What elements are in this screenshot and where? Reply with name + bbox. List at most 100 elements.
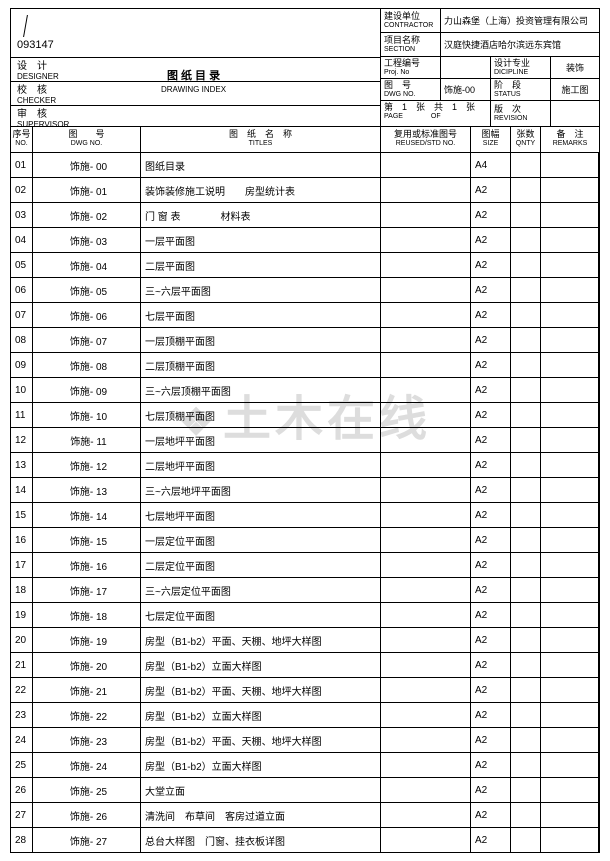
cell-remarks bbox=[541, 553, 599, 578]
cell-dwg: 饰施- 25 bbox=[33, 778, 141, 803]
cell-no: 21 bbox=[11, 653, 33, 678]
cell-dwg: 饰施- 24 bbox=[33, 753, 141, 778]
cell-dwg: 饰施- 22 bbox=[33, 703, 141, 728]
column-header-row: 序号NO. 图 号DWG NO. 图 纸 名 称TITLES 复用或标准图号RE… bbox=[11, 127, 599, 153]
cell-no: 12 bbox=[11, 428, 33, 453]
section-label: 项目名称SECTION bbox=[381, 33, 441, 57]
cell-title: 总台大样图 门窗、挂衣板详图 bbox=[141, 828, 381, 853]
cell-remarks bbox=[541, 828, 599, 853]
cell-title: 七层定位平面图 bbox=[141, 603, 381, 628]
cell-no: 22 bbox=[11, 678, 33, 703]
table-row: 03饰施- 02门 窗 表 材料表A2 bbox=[11, 203, 599, 228]
cell-title: 房型（B1-b2）立面大样图 bbox=[141, 653, 381, 678]
cell-no: 03 bbox=[11, 203, 33, 228]
cell-dwg: 饰施- 08 bbox=[33, 353, 141, 378]
cell-remarks bbox=[541, 478, 599, 503]
cell-title: 二层地坪平面图 bbox=[141, 453, 381, 478]
cell-dwg: 饰施- 13 bbox=[33, 478, 141, 503]
cell-dwg: 饰施- 17 bbox=[33, 578, 141, 603]
cell-title: 房型（B1-b2）平面、天棚、地坪大样图 bbox=[141, 678, 381, 703]
designer-label: 设 计 DESIGNER bbox=[11, 57, 131, 81]
cell-size: A2 bbox=[471, 753, 511, 778]
doc-number: 093147 bbox=[17, 39, 54, 51]
cell-remarks bbox=[541, 528, 599, 553]
cell-dwg: 饰施- 02 bbox=[33, 203, 141, 228]
table-row: 28饰施- 27总台大样图 门窗、挂衣板详图A2 bbox=[11, 828, 599, 853]
cell-title: 门 窗 表 材料表 bbox=[141, 203, 381, 228]
cell-qty bbox=[511, 403, 541, 428]
cell-no: 09 bbox=[11, 353, 33, 378]
cell-std bbox=[381, 403, 471, 428]
cell-qty bbox=[511, 778, 541, 803]
cell-title: 一层平面图 bbox=[141, 228, 381, 253]
cell-remarks bbox=[541, 603, 599, 628]
cell-std bbox=[381, 303, 471, 328]
table-row: 19饰施- 18七层定位平面图A2 bbox=[11, 603, 599, 628]
cell-remarks bbox=[541, 228, 599, 253]
cell-remarks bbox=[541, 578, 599, 603]
cell-size: A2 bbox=[471, 228, 511, 253]
cell-size: A2 bbox=[471, 603, 511, 628]
table-row: 08饰施- 07一层顶棚平面图A2 bbox=[11, 328, 599, 353]
cell-size: A2 bbox=[471, 628, 511, 653]
cell-size: A2 bbox=[471, 728, 511, 753]
page-label: 第 1 张 共 1 张PAGE OF bbox=[381, 101, 491, 127]
cell-no: 11 bbox=[11, 403, 33, 428]
cell-title: 房型（B1-b2）立面大样图 bbox=[141, 703, 381, 728]
cell-qty bbox=[511, 803, 541, 828]
col-remarks: 备 注REMARKS bbox=[541, 127, 599, 153]
col-size: 图幅SIZE bbox=[471, 127, 511, 153]
cell-title: 大堂立面 bbox=[141, 778, 381, 803]
cell-remarks bbox=[541, 653, 599, 678]
cell-no: 16 bbox=[11, 528, 33, 553]
cell-qty bbox=[511, 703, 541, 728]
table-row: 10饰施- 09三~六层顶棚平面图A2 bbox=[11, 378, 599, 403]
cell-title: 七层平面图 bbox=[141, 303, 381, 328]
cell-dwg: 饰施- 18 bbox=[33, 603, 141, 628]
table-row: 21饰施- 20房型（B1-b2）立面大样图 A2 bbox=[11, 653, 599, 678]
cell-qty bbox=[511, 253, 541, 278]
projno-value bbox=[441, 57, 491, 79]
cell-size: A2 bbox=[471, 353, 511, 378]
cell-remarks bbox=[541, 278, 599, 303]
cell-std bbox=[381, 453, 471, 478]
cell-no: 14 bbox=[11, 478, 33, 503]
cell-size: A2 bbox=[471, 803, 511, 828]
cell-std bbox=[381, 253, 471, 278]
cell-size: A2 bbox=[471, 403, 511, 428]
cell-std bbox=[381, 503, 471, 528]
cell-no: 07 bbox=[11, 303, 33, 328]
cell-size: A2 bbox=[471, 578, 511, 603]
cell-remarks bbox=[541, 703, 599, 728]
cell-title: 七层地坪平面图 bbox=[141, 503, 381, 528]
cell-size: A2 bbox=[471, 428, 511, 453]
cell-remarks bbox=[541, 203, 599, 228]
cell-std bbox=[381, 803, 471, 828]
cell-dwg: 饰施- 00 bbox=[33, 153, 141, 178]
cell-no: 06 bbox=[11, 278, 33, 303]
table-row: 27饰施- 26清洗间 布草间 客房过道立面A2 bbox=[11, 803, 599, 828]
cell-size: A2 bbox=[471, 778, 511, 803]
cell-remarks bbox=[541, 403, 599, 428]
cell-remarks bbox=[541, 303, 599, 328]
cell-size: A2 bbox=[471, 178, 511, 203]
cell-no: 23 bbox=[11, 703, 33, 728]
cell-title: 三~六层平面图 bbox=[141, 278, 381, 303]
revision-label: 版 次REVISION bbox=[491, 101, 551, 127]
cell-no: 27 bbox=[11, 803, 33, 828]
cell-qty bbox=[511, 653, 541, 678]
cell-size: A2 bbox=[471, 453, 511, 478]
cell-size: A2 bbox=[471, 303, 511, 328]
status-label: 阶 段STATUS bbox=[491, 79, 551, 101]
section-value: 汉庭快捷酒店哈尔滨远东宾馆 bbox=[441, 33, 599, 57]
col-std: 复用或标准图号REUSED/STD NO. bbox=[381, 127, 471, 153]
cell-title: 二层定位平面图 bbox=[141, 553, 381, 578]
cell-dwg: 饰施- 10 bbox=[33, 403, 141, 428]
cell-std bbox=[381, 728, 471, 753]
cell-qty bbox=[511, 628, 541, 653]
cell-size: A2 bbox=[471, 653, 511, 678]
table-row: 17饰施- 16二层定位平面图A2 bbox=[11, 553, 599, 578]
table-row: 09饰施- 08二层顶棚平面图A2 bbox=[11, 353, 599, 378]
cell-dwg: 饰施- 20 bbox=[33, 653, 141, 678]
cell-size: A2 bbox=[471, 553, 511, 578]
